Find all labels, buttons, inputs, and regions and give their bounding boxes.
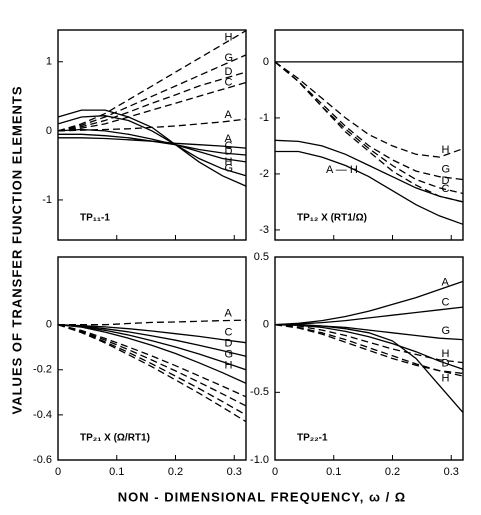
- x-tick-label: 0.1: [326, 466, 341, 478]
- x-tick-label: 0.3: [227, 466, 242, 478]
- curve-label: A: [225, 133, 233, 145]
- panel-title: TP₂₁ X (Ω/RT1): [80, 433, 150, 444]
- curve-label: H: [225, 156, 233, 168]
- curve: [275, 150, 464, 225]
- y-tick-label: -0.6: [33, 454, 52, 466]
- curve: [57, 324, 247, 398]
- curve: [58, 133, 247, 156]
- y-tick-label: 0: [46, 125, 52, 137]
- curve: [57, 324, 247, 416]
- curve-label: H: [442, 372, 450, 384]
- curve-label: A: [442, 276, 450, 288]
- curve: [57, 81, 247, 132]
- curve-label: A: [225, 308, 233, 320]
- panel-title: TP₁₂ X (RT1/Ω): [297, 213, 367, 224]
- curve-label: G: [442, 325, 451, 337]
- curve-label: D: [225, 145, 233, 157]
- curve: [57, 324, 247, 384]
- curve-label: C: [442, 297, 450, 309]
- y-tick-label: 0.5: [254, 251, 269, 263]
- curve: [274, 324, 464, 364]
- curve-label: H: [442, 348, 450, 360]
- curve-label: H: [442, 144, 450, 156]
- curve-label: A: [225, 109, 233, 121]
- curve: [57, 109, 247, 187]
- y-tick-label: 0: [263, 56, 269, 68]
- curve-label: C: [225, 326, 233, 338]
- curve: [57, 324, 247, 371]
- panel-title: TP₁₁-1: [80, 213, 110, 224]
- curve: [57, 115, 247, 177]
- y-tick-label: 1: [46, 56, 52, 68]
- y-tick-label: -0.2: [33, 364, 52, 376]
- y-tick-label: -1.0: [250, 454, 269, 466]
- curve: [57, 324, 247, 407]
- curve: [57, 324, 247, 344]
- plot-frame: [57, 29, 247, 241]
- curve-label: D: [225, 338, 233, 350]
- curve: [274, 324, 464, 370]
- curve: [274, 280, 464, 326]
- curve-label: G: [442, 164, 451, 176]
- plot-frame: [274, 256, 464, 461]
- curve-label: G: [225, 163, 234, 175]
- y-tick-label: -3: [259, 224, 269, 236]
- x-tick-label: 0: [272, 466, 278, 478]
- curve-label: A — H: [326, 164, 358, 176]
- curve-label: D: [225, 66, 233, 78]
- curve: [274, 139, 464, 203]
- x-axis-label: NON - DIMENSIONAL FREQUENCY, ω / Ω: [118, 489, 406, 504]
- x-tick-label: 0.3: [444, 466, 459, 478]
- y-tick-label: -1: [42, 194, 52, 206]
- curve-label: D: [442, 358, 450, 370]
- curve-label: C: [225, 76, 233, 88]
- curve-label: D: [442, 175, 450, 187]
- y-tick-label: -0.5: [250, 386, 269, 398]
- curve: [274, 324, 464, 375]
- curve: [57, 54, 247, 132]
- panel-title: TP₂₂-1: [297, 433, 328, 444]
- curve-label: G: [225, 349, 234, 361]
- curve: [57, 324, 247, 357]
- curve: [274, 61, 464, 195]
- curve-label: H: [225, 31, 233, 43]
- curve-label: C: [442, 183, 450, 195]
- y-tick-label: -0.4: [33, 409, 52, 421]
- x-tick-label: 0.1: [109, 466, 124, 478]
- y-tick-label: 0: [263, 319, 269, 331]
- curve: [57, 324, 247, 423]
- curve-label: H: [225, 360, 233, 372]
- curve-label: G: [225, 52, 234, 64]
- plot-frame: [57, 256, 247, 461]
- curve: [57, 30, 247, 132]
- y-tick-label: -1: [259, 112, 269, 124]
- x-tick-label: 0.2: [385, 466, 400, 478]
- y-tick-label: 0: [46, 319, 52, 331]
- y-tick-label: -2: [259, 168, 269, 180]
- curve: [274, 61, 464, 181]
- x-tick-label: 0: [55, 466, 61, 478]
- curve: [274, 306, 464, 326]
- y-axis-label: VALUES OF TRANSFER FUNCTION ELEMENTS: [9, 86, 24, 415]
- plot-frame: [274, 29, 464, 241]
- curve: [57, 128, 247, 163]
- curve: [275, 324, 464, 414]
- curve: [274, 61, 464, 158]
- x-tick-label: 0.2: [168, 466, 183, 478]
- curve: [58, 319, 247, 326]
- curve-label: C: [225, 140, 233, 152]
